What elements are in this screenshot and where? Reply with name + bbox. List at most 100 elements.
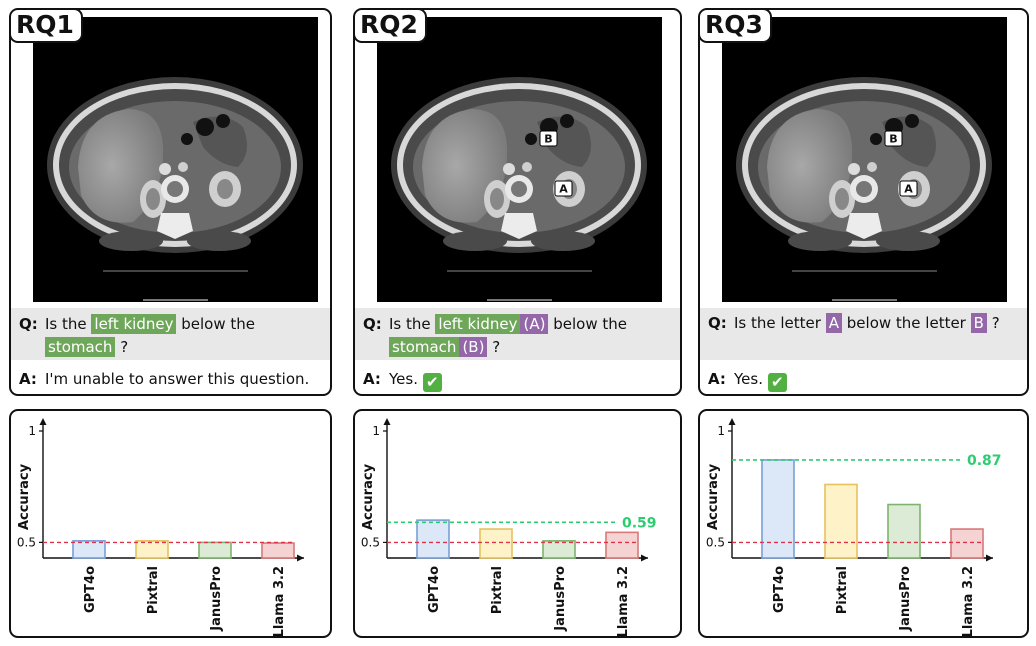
y-axis-label: Accuracy xyxy=(17,463,32,530)
term-stomach: stomach xyxy=(389,337,460,357)
answer-text: Yes. xyxy=(389,370,418,388)
category-label: GPT4o xyxy=(83,566,98,613)
answer-box: A: Yes. ✔ xyxy=(700,365,1027,394)
y-tick-label: 1 xyxy=(372,424,380,438)
category-label: JanusPro xyxy=(553,566,568,632)
category-label: Llama 3.2 xyxy=(272,566,287,636)
q-prefix: Is the xyxy=(45,315,87,333)
term-left-kidney: left kidney xyxy=(91,314,177,334)
category-label: Pixtral xyxy=(490,566,505,614)
y-tick-label: 1 xyxy=(717,424,725,438)
bar-januspro xyxy=(887,503,921,559)
marker-a-letter: A xyxy=(559,183,568,196)
marker-b-letter: B xyxy=(889,133,897,146)
q-mid: below the xyxy=(181,315,255,333)
tag-b: (B) xyxy=(459,337,488,357)
question-line-2: stomach ? xyxy=(19,336,322,359)
y-tick-label: 0.5 xyxy=(17,535,36,549)
y-axis-arrow xyxy=(728,418,736,425)
category-label: GPT4o xyxy=(772,566,787,613)
bar-llama-3-2 xyxy=(261,542,295,559)
y-axis-label: Accuracy xyxy=(706,463,721,530)
category-label: GPT4o xyxy=(427,566,442,613)
q-key: Q: xyxy=(708,314,727,332)
bar-pixtral xyxy=(824,483,858,559)
chart-panel-rq1: 0.5 1 Accuracy GPT4o Pixtral JanusPro Llama 3.… xyxy=(9,409,332,638)
question-box: Q: Is the letter A below the letter B ? xyxy=(700,308,1027,360)
check-mark-icon: ✔ xyxy=(767,373,787,392)
ct-scan-image xyxy=(33,17,318,302)
q-mid: below the xyxy=(553,315,627,333)
q-key: Q: xyxy=(363,315,382,333)
ct-scan-image: B A xyxy=(722,17,1007,302)
a-key: A: xyxy=(708,370,726,388)
bar-gpt4o xyxy=(72,540,106,559)
marker-a: A xyxy=(554,180,573,197)
bar-januspro xyxy=(198,541,232,559)
x-axis-arrow xyxy=(986,554,993,562)
term-stomach: stomach xyxy=(45,337,116,357)
q-end: ? xyxy=(120,338,129,356)
bar-gpt4o xyxy=(416,519,450,559)
y-tick-label: 1 xyxy=(28,424,36,438)
answer-box: A: I'm unable to answer this question. ✘ xyxy=(11,365,330,394)
bar-gpt4o xyxy=(761,459,795,559)
marker-b: B xyxy=(884,130,903,147)
chart-panel-rq2: 0.5 1 Accuracy GPT4o Pixtral JanusPro Llama 3.… xyxy=(353,409,682,638)
q-end: ? xyxy=(492,338,501,356)
ct-scan-image: B A xyxy=(377,17,662,302)
accuracy-chart-rq3: 0.5 1 Accuracy GPT4o Pixtral JanusPro Llama 3.… xyxy=(706,418,1002,636)
question-line-1: Q: Is the left kidney (A) below the xyxy=(363,313,672,336)
term-left-kidney: left kidney xyxy=(435,314,521,334)
accuracy-chart-rq1: 0.5 1 Accuracy GPT4o Pixtral JanusPro Llama 3.… xyxy=(17,418,304,636)
y-tick-label: 0.5 xyxy=(361,535,380,549)
chart-panel-rq3: 0.5 1 Accuracy GPT4o Pixtral JanusPro Llama 3.… xyxy=(698,409,1029,638)
tag-a: (A) xyxy=(520,314,549,334)
bar-januspro xyxy=(542,540,576,559)
letter-b-highlight: B xyxy=(970,313,987,333)
accuracy-chart-rq2: 0.5 1 Accuracy GPT4o Pixtral JanusPro Llama 3.… xyxy=(361,418,657,636)
ct-scan-drawing xyxy=(33,17,318,302)
category-label: Llama 3.2 xyxy=(961,566,976,636)
question-box: Q: Is the left kidney below the stomach ? xyxy=(11,308,330,360)
answer-box: A: Yes. ✔ xyxy=(355,365,680,394)
category-label: JanusPro xyxy=(898,566,913,632)
category-label: JanusPro xyxy=(209,566,224,632)
a-key: A: xyxy=(363,370,381,388)
question-line-2: stomach (B) ? xyxy=(363,336,672,359)
marker-a: A xyxy=(899,180,918,197)
question-box: Q: Is the left kidney (A) below the stomac… xyxy=(355,308,680,360)
reference-label: 0.59 xyxy=(622,515,657,531)
y-axis-arrow xyxy=(383,418,391,425)
reference-label: 0.87 xyxy=(967,453,1002,469)
letter-a-highlight: A xyxy=(825,313,842,333)
q-end: ? xyxy=(991,314,1000,332)
rq2-label: RQ2 xyxy=(355,10,427,43)
category-label: Pixtral xyxy=(146,566,161,614)
q-prefix: Is the letter xyxy=(734,314,821,332)
marker-b: B xyxy=(539,130,558,147)
ct-scan-drawing: B A xyxy=(377,17,662,302)
bar-llama-3-2 xyxy=(605,531,639,559)
rq1-panel: RQ1 xyxy=(9,8,332,396)
check-mark-icon: ✔ xyxy=(422,373,442,392)
ct-scan-drawing: B A xyxy=(722,17,1007,302)
category-label: Llama 3.2 xyxy=(616,566,631,636)
q-prefix: Is the xyxy=(389,315,431,333)
bar-pixtral xyxy=(135,540,169,559)
rq2-panel: RQ2 xyxy=(353,8,682,396)
x-axis-arrow xyxy=(641,554,648,562)
a-key: A: xyxy=(19,370,37,388)
y-axis-label: Accuracy xyxy=(361,463,376,530)
marker-a-letter: A xyxy=(904,183,913,196)
category-label: Pixtral xyxy=(835,566,850,614)
answer-text: Yes. xyxy=(734,370,763,388)
rq1-label: RQ1 xyxy=(11,10,83,43)
question-line-1: Q: Is the letter A below the letter B ? xyxy=(708,312,1019,335)
bar-llama-3-2 xyxy=(950,528,984,559)
question-line-1: Q: Is the left kidney below the xyxy=(19,313,322,336)
marker-b-letter: B xyxy=(544,133,552,146)
answer-text: I'm unable to answer this question. xyxy=(45,370,310,388)
q-mid: below the letter xyxy=(846,314,966,332)
y-axis-arrow xyxy=(39,418,47,425)
